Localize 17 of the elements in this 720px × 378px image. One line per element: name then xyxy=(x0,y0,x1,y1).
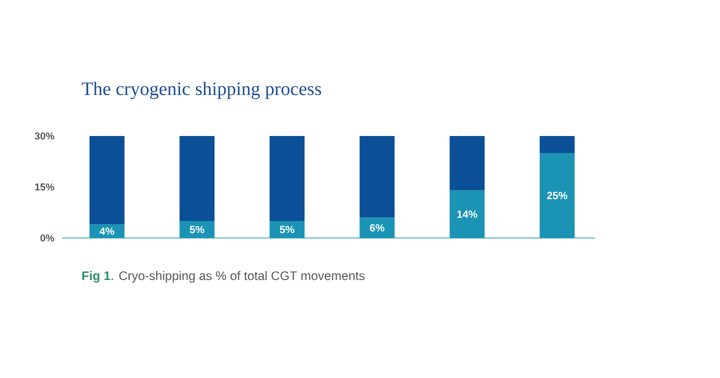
bar xyxy=(270,136,305,221)
data-label: 5% xyxy=(280,226,294,234)
data-label: 5% xyxy=(190,226,204,234)
y-tick-label: 30% xyxy=(34,132,54,140)
bar xyxy=(540,136,575,153)
y-tick-label: 15% xyxy=(35,183,54,191)
y-tick-label: 0% xyxy=(40,234,54,242)
bar xyxy=(360,136,395,218)
data-label: 14% xyxy=(457,210,478,218)
bar xyxy=(180,136,215,221)
bar xyxy=(450,136,485,190)
chart-title: The cryogenic shipping process xyxy=(82,82,322,100)
data-label: 6% xyxy=(370,224,384,232)
data-label: 25% xyxy=(547,192,568,200)
bar xyxy=(90,136,125,224)
data-label: 4% xyxy=(100,228,114,235)
text: Fig 1. Cryo-shipping as % of total CGT movements xyxy=(82,270,365,283)
